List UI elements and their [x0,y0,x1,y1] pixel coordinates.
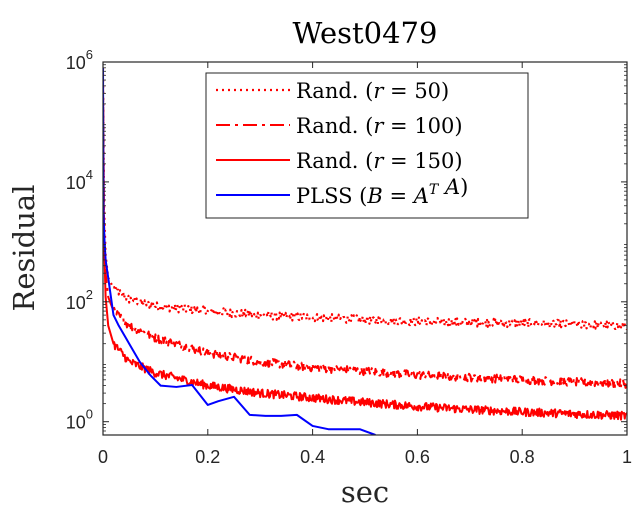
x-tick-label: 0.8 [510,447,535,467]
y-tick-label: 106 [66,47,93,73]
series-layer [103,67,627,435]
x-tick-label: 1 [622,447,632,467]
series-line-4 [103,67,376,435]
y-tick-label: 102 [66,287,93,313]
legend-box [205,72,529,219]
x-axis-ticks: 0 0.2 0.4 0.6 0.8 1 [98,62,632,467]
x-tick-label: 0 [98,447,108,467]
legend-label: PLSS (B = AT A) [296,175,468,208]
y-axis-label: Residual [7,185,41,312]
chart-title: West0479 [293,16,438,50]
legend: Rand. (r = 50) Rand. (r = 100) Rand. (r = … [205,72,529,219]
legend-label: Rand. (r = 150) [296,149,463,173]
y-tick-label: 104 [66,167,93,193]
series-line-2 [103,80,627,389]
x-tick-label: 0.6 [405,447,430,467]
y-tick-label: 100 [66,407,93,433]
x-axis-label: sec [341,475,389,508]
y-axis-ticks: 100 102 104 106 [66,47,627,436]
x-tick-label: 0.2 [195,447,220,467]
x-tick-label: 0.4 [300,447,325,467]
legend-label: Rand. (r = 50) [296,79,449,103]
series-line-3 [103,93,627,421]
axes-frame [102,61,628,436]
legend-label: Rand. (r = 100) [296,114,463,138]
